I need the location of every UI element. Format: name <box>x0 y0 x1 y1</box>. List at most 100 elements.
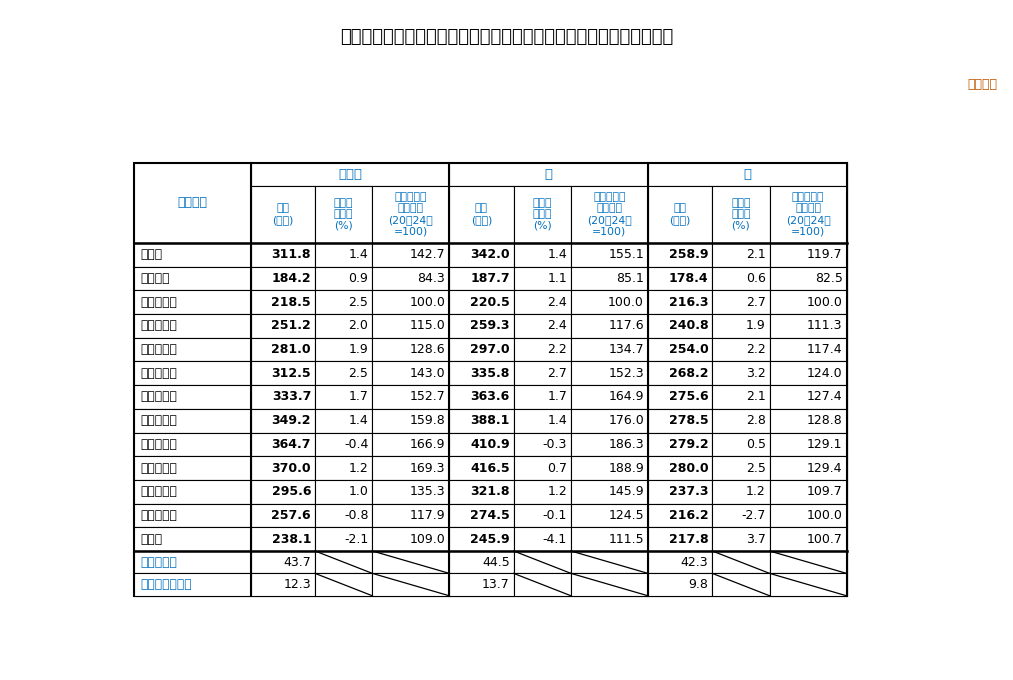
Bar <box>135 314 250 338</box>
Text: 令和４年: 令和４年 <box>967 78 998 91</box>
Text: 1.2: 1.2 <box>746 486 766 498</box>
Text: 85.1: 85.1 <box>616 272 644 285</box>
Text: 164.9: 164.9 <box>609 390 644 403</box>
Text: -0.4: -0.4 <box>344 438 369 451</box>
Text: 44.5: 44.5 <box>482 556 510 568</box>
Bar <box>135 432 250 456</box>
Text: 42.3: 42.3 <box>681 556 708 568</box>
Text: 2.5: 2.5 <box>746 462 766 475</box>
Text: 297.0: 297.0 <box>470 343 510 356</box>
Text: ６０～６４: ６０～６４ <box>141 486 177 498</box>
Text: ３５～３９: ３５～３９ <box>141 367 177 379</box>
Text: 238.1: 238.1 <box>271 532 311 545</box>
Bar <box>135 409 250 432</box>
Text: 1.9: 1.9 <box>348 343 369 356</box>
Text: 100.0: 100.0 <box>409 296 446 309</box>
Bar <box>571 573 648 596</box>
Bar <box>770 456 847 480</box>
Bar <box>712 385 770 409</box>
Bar <box>250 186 315 243</box>
Bar <box>450 338 514 362</box>
Bar <box>571 385 648 409</box>
Text: ７０～: ７０～ <box>141 532 163 545</box>
Text: 188.9: 188.9 <box>608 462 644 475</box>
Bar <box>648 243 712 267</box>
Text: 勤続年数（年）: 勤続年数（年） <box>141 578 192 591</box>
Bar <box>315 573 373 596</box>
Bar <box>315 551 373 573</box>
Text: 311.8: 311.8 <box>271 248 311 261</box>
Bar <box>770 432 847 456</box>
Bar <box>315 243 373 267</box>
Bar <box>514 186 571 243</box>
Bar <box>514 480 571 504</box>
Text: 184.2: 184.2 <box>271 272 311 285</box>
Bar <box>648 290 712 314</box>
Bar <box>514 504 571 527</box>
Text: 254.0: 254.0 <box>669 343 708 356</box>
Bar <box>373 385 450 409</box>
Bar <box>135 456 250 480</box>
Bar <box>514 267 571 290</box>
Bar <box>770 504 847 527</box>
Bar <box>770 573 847 596</box>
Text: ４０～４４: ４０～４４ <box>141 390 177 403</box>
Bar <box>135 267 250 290</box>
Bar <box>373 243 450 267</box>
Bar <box>373 338 450 362</box>
Bar <box>770 551 847 573</box>
Bar <box>770 186 847 243</box>
Text: 第２表　性、年齢階級別賃金、対前年増減率及び年齢階級間賃金格差: 第２表 性、年齢階級別賃金、対前年増減率及び年齢階級間賃金格差 <box>340 29 673 46</box>
Text: 216.2: 216.2 <box>669 509 708 522</box>
Text: 年齢階級間
賃金格差
(20～24歳
=100): 年齢階級間 賃金格差 (20～24歳 =100) <box>388 192 434 237</box>
Bar <box>648 409 712 432</box>
Text: ２０～２４: ２０～２４ <box>141 296 177 309</box>
Text: 259.3: 259.3 <box>470 320 510 333</box>
Text: 333.7: 333.7 <box>271 390 311 403</box>
Bar <box>315 314 373 338</box>
Text: 274.5: 274.5 <box>470 509 510 522</box>
Text: 対前年
増減率
(%): 対前年 増減率 (%) <box>731 198 751 231</box>
Text: 年齢階級: 年齢階級 <box>177 197 208 209</box>
Text: 12.3: 12.3 <box>284 578 311 591</box>
Bar <box>450 290 514 314</box>
Bar <box>648 456 712 480</box>
Bar <box>571 551 648 573</box>
Bar <box>450 409 514 432</box>
Bar <box>571 504 648 527</box>
Bar <box>450 456 514 480</box>
Text: 100.0: 100.0 <box>806 509 843 522</box>
Text: 143.0: 143.0 <box>409 367 446 379</box>
Text: 賃金
(千円): 賃金 (千円) <box>471 203 492 225</box>
Bar <box>514 551 571 573</box>
Text: 1.2: 1.2 <box>348 462 369 475</box>
Text: 109.0: 109.0 <box>409 532 446 545</box>
Text: 年齢計: 年齢計 <box>141 248 163 261</box>
Bar <box>648 267 712 290</box>
Text: 1.9: 1.9 <box>746 320 766 333</box>
Bar <box>571 243 648 267</box>
Text: ２５～２９: ２５～２９ <box>141 320 177 333</box>
Bar <box>250 163 450 186</box>
Bar <box>250 362 315 385</box>
Text: 2.7: 2.7 <box>547 367 567 379</box>
Text: 349.2: 349.2 <box>271 414 311 427</box>
Bar <box>450 163 648 186</box>
Bar <box>648 527 712 551</box>
Text: 166.9: 166.9 <box>410 438 446 451</box>
Text: 109.7: 109.7 <box>807 486 843 498</box>
Bar <box>712 290 770 314</box>
Bar <box>250 573 315 596</box>
Bar <box>135 504 250 527</box>
Text: 251.2: 251.2 <box>271 320 311 333</box>
Text: 218.5: 218.5 <box>271 296 311 309</box>
Text: 対前年
増減率
(%): 対前年 増減率 (%) <box>334 198 354 231</box>
Text: 1.7: 1.7 <box>547 390 567 403</box>
Bar <box>250 432 315 456</box>
Bar <box>450 267 514 290</box>
Text: 245.9: 245.9 <box>470 532 510 545</box>
Bar <box>770 385 847 409</box>
Bar <box>450 362 514 385</box>
Text: 312.5: 312.5 <box>271 367 311 379</box>
Bar <box>450 385 514 409</box>
